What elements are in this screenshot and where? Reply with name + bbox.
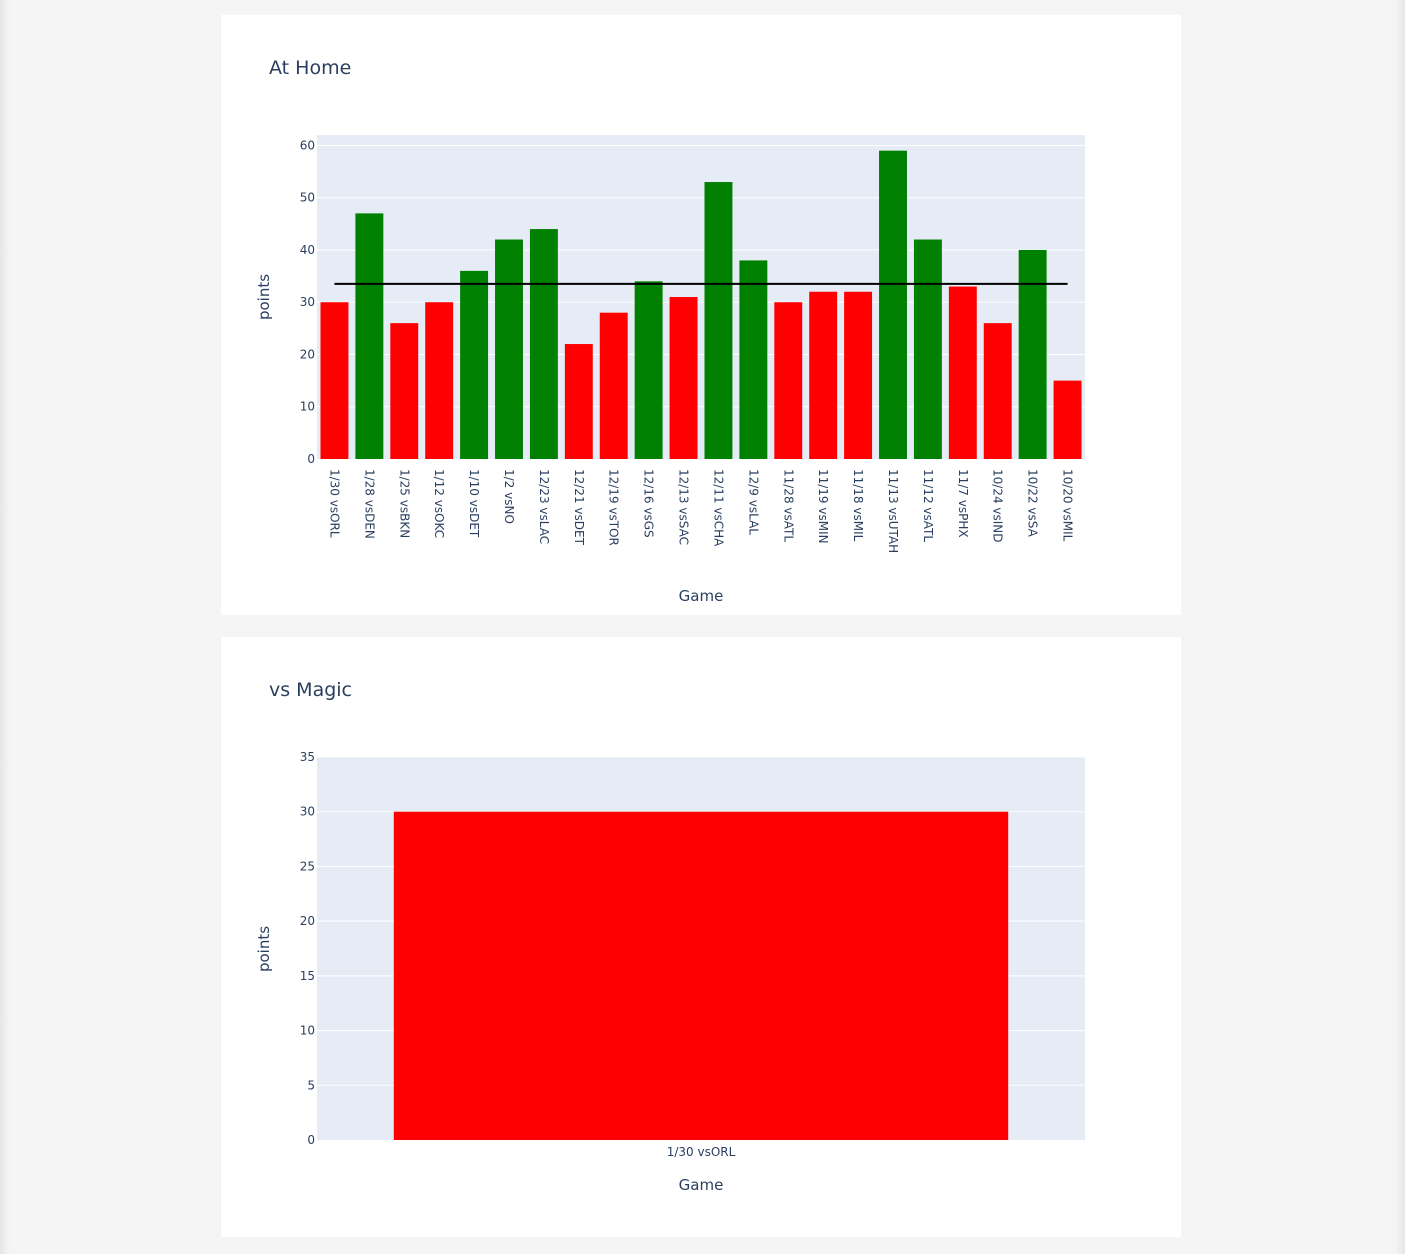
x-tick-label: 10/24 vsIND bbox=[991, 469, 1005, 543]
y-tick-label: 25 bbox=[300, 859, 315, 873]
x-tick-label: 12/11 vsCHA bbox=[711, 469, 725, 547]
bar-1-28-vsden[interactable] bbox=[355, 213, 384, 459]
x-tick-label: 11/12 vsATL bbox=[921, 469, 935, 542]
bar-1-2-vsno[interactable] bbox=[495, 239, 523, 459]
bar-11-18-vsmil[interactable] bbox=[844, 291, 873, 459]
x-tick-label: 1/25 vsBKN bbox=[397, 469, 411, 538]
bar-10-22-vssa[interactable] bbox=[1018, 249, 1047, 459]
bar-11-13-vsutah[interactable] bbox=[879, 150, 907, 459]
x-tick-label: 11/28 vsATL bbox=[781, 469, 795, 542]
bar-12-9-vslal[interactable] bbox=[739, 260, 768, 459]
x-tick-label: 12/13 vsSAC bbox=[677, 469, 691, 545]
right-edge-shadow bbox=[1395, 0, 1405, 1254]
x-tick-label: 1/30 vsORL bbox=[667, 1145, 736, 1159]
y-tick-label: 40 bbox=[300, 243, 315, 257]
y-tick-label: 5 bbox=[307, 1078, 315, 1092]
bar-11-12-vsatl[interactable] bbox=[913, 239, 942, 459]
y-tick-label: 0 bbox=[307, 1133, 315, 1147]
x-axis-title: Game bbox=[679, 587, 724, 605]
bar-11-19-vsmin[interactable] bbox=[809, 291, 838, 459]
y-tick-label: 30 bbox=[300, 295, 315, 309]
x-tick-label: 12/21 vsDET bbox=[572, 469, 586, 546]
bar-12-11-vscha[interactable] bbox=[704, 182, 733, 459]
x-tick-label: 11/7 vsPHX bbox=[956, 469, 970, 538]
y-tick-label: 15 bbox=[300, 969, 315, 983]
y-tick-label: 0 bbox=[307, 452, 315, 466]
at-home-bar-chart: At Home Game points 0 10 20 30 40 50 60 1/30 vs… bbox=[255, 57, 1085, 605]
bar-1-30-vsorl[interactable] bbox=[393, 811, 1009, 1140]
bar-12-13-vssac[interactable] bbox=[669, 297, 698, 459]
y-tick-label: 30 bbox=[300, 805, 315, 819]
y-tick-label: 50 bbox=[300, 191, 315, 205]
x-axis-title: Game bbox=[679, 1176, 724, 1194]
bar-10-20-vsmil[interactable] bbox=[1053, 380, 1082, 459]
x-tick-label: 11/13 vsUTAH bbox=[886, 469, 900, 553]
x-tick-label: 10/20 vsMIL bbox=[1061, 469, 1075, 542]
left-edge-shadow bbox=[0, 0, 10, 1254]
y-axis-title: points bbox=[255, 274, 273, 320]
chart-card-vs-magic: vs Magic Game points 0 5 10 15 20 25 30 35 1/30 … bbox=[221, 637, 1181, 1237]
x-tick-label: 11/18 vsMIL bbox=[851, 469, 865, 542]
x-tick-label: 1/30 vsORL bbox=[327, 469, 341, 538]
bar-1-12-vsokc[interactable] bbox=[425, 302, 454, 459]
bar-12-23-vslac[interactable] bbox=[529, 229, 558, 459]
bar-12-19-vstor[interactable] bbox=[599, 312, 628, 459]
chart-title: At Home bbox=[269, 57, 351, 79]
chart-card-at-home: At Home Game points 0 10 20 30 40 50 60 1/30 vs… bbox=[221, 15, 1181, 615]
y-tick-label: 35 bbox=[300, 750, 315, 764]
x-tick-label: 12/23 vsLAC bbox=[537, 469, 551, 544]
bar-1-25-vsbkn[interactable] bbox=[390, 323, 419, 459]
bar-1-10-vsdet[interactable] bbox=[460, 270, 489, 459]
y-axis-title: points bbox=[255, 926, 273, 972]
x-tick-label: 10/22 vsSA bbox=[1026, 469, 1040, 538]
y-tick-label: 60 bbox=[300, 138, 315, 152]
x-tick-label: 1/28 vsDEN bbox=[362, 469, 376, 539]
x-tick-label: 1/10 vsDET bbox=[467, 469, 481, 538]
bar-10-24-vsind[interactable] bbox=[983, 323, 1012, 459]
x-tick-label: 11/19 vsMIN bbox=[816, 469, 830, 544]
x-tick-label: 12/16 vsGS bbox=[642, 469, 656, 538]
y-tick-label: 20 bbox=[300, 347, 315, 361]
bar-11-7-vsphx[interactable] bbox=[948, 286, 977, 459]
x-tick-label: 12/9 vsLAL bbox=[746, 469, 760, 535]
bar-12-16-vsgs[interactable] bbox=[634, 281, 663, 459]
y-tick-label: 20 bbox=[300, 914, 315, 928]
x-tick-label: 12/19 vsTOR bbox=[607, 469, 621, 546]
bar-1-30-vsorl[interactable] bbox=[320, 302, 349, 459]
bar-12-21-vsdet[interactable] bbox=[564, 344, 593, 459]
y-tick-label: 10 bbox=[300, 1024, 315, 1038]
vs-magic-bar-chart: vs Magic Game points 0 5 10 15 20 25 30 35 1/30 … bbox=[255, 679, 1085, 1194]
x-tick-label: 1/2 vsNO bbox=[502, 469, 516, 524]
bar-11-28-vsatl[interactable] bbox=[774, 302, 803, 459]
x-tick-label: 1/12 vsOKC bbox=[432, 469, 446, 538]
chart-title: vs Magic bbox=[269, 679, 352, 701]
y-tick-label: 10 bbox=[300, 400, 315, 414]
